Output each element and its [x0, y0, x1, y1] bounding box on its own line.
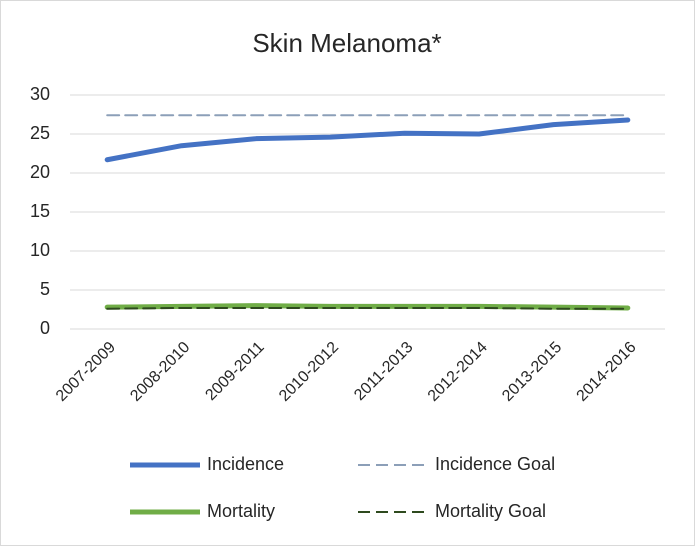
y-tick-label: 10	[30, 240, 50, 260]
y-tick-label: 25	[30, 123, 50, 143]
legend-label: Mortality	[207, 501, 275, 521]
series-line	[104, 303, 631, 311]
legend-label: Mortality Goal	[435, 501, 546, 521]
chart-title: Skin Melanoma*	[252, 28, 441, 58]
series-line	[106, 306, 629, 310]
y-tick-label: 20	[30, 162, 50, 182]
y-tick-label: 5	[40, 279, 50, 299]
legend-label: Incidence	[207, 454, 284, 474]
series-line	[104, 117, 631, 163]
y-tick-label: 30	[30, 84, 50, 104]
y-tick-label: 0	[40, 318, 50, 338]
legend-label: Incidence Goal	[435, 454, 555, 474]
y-tick-label: 15	[30, 201, 50, 221]
